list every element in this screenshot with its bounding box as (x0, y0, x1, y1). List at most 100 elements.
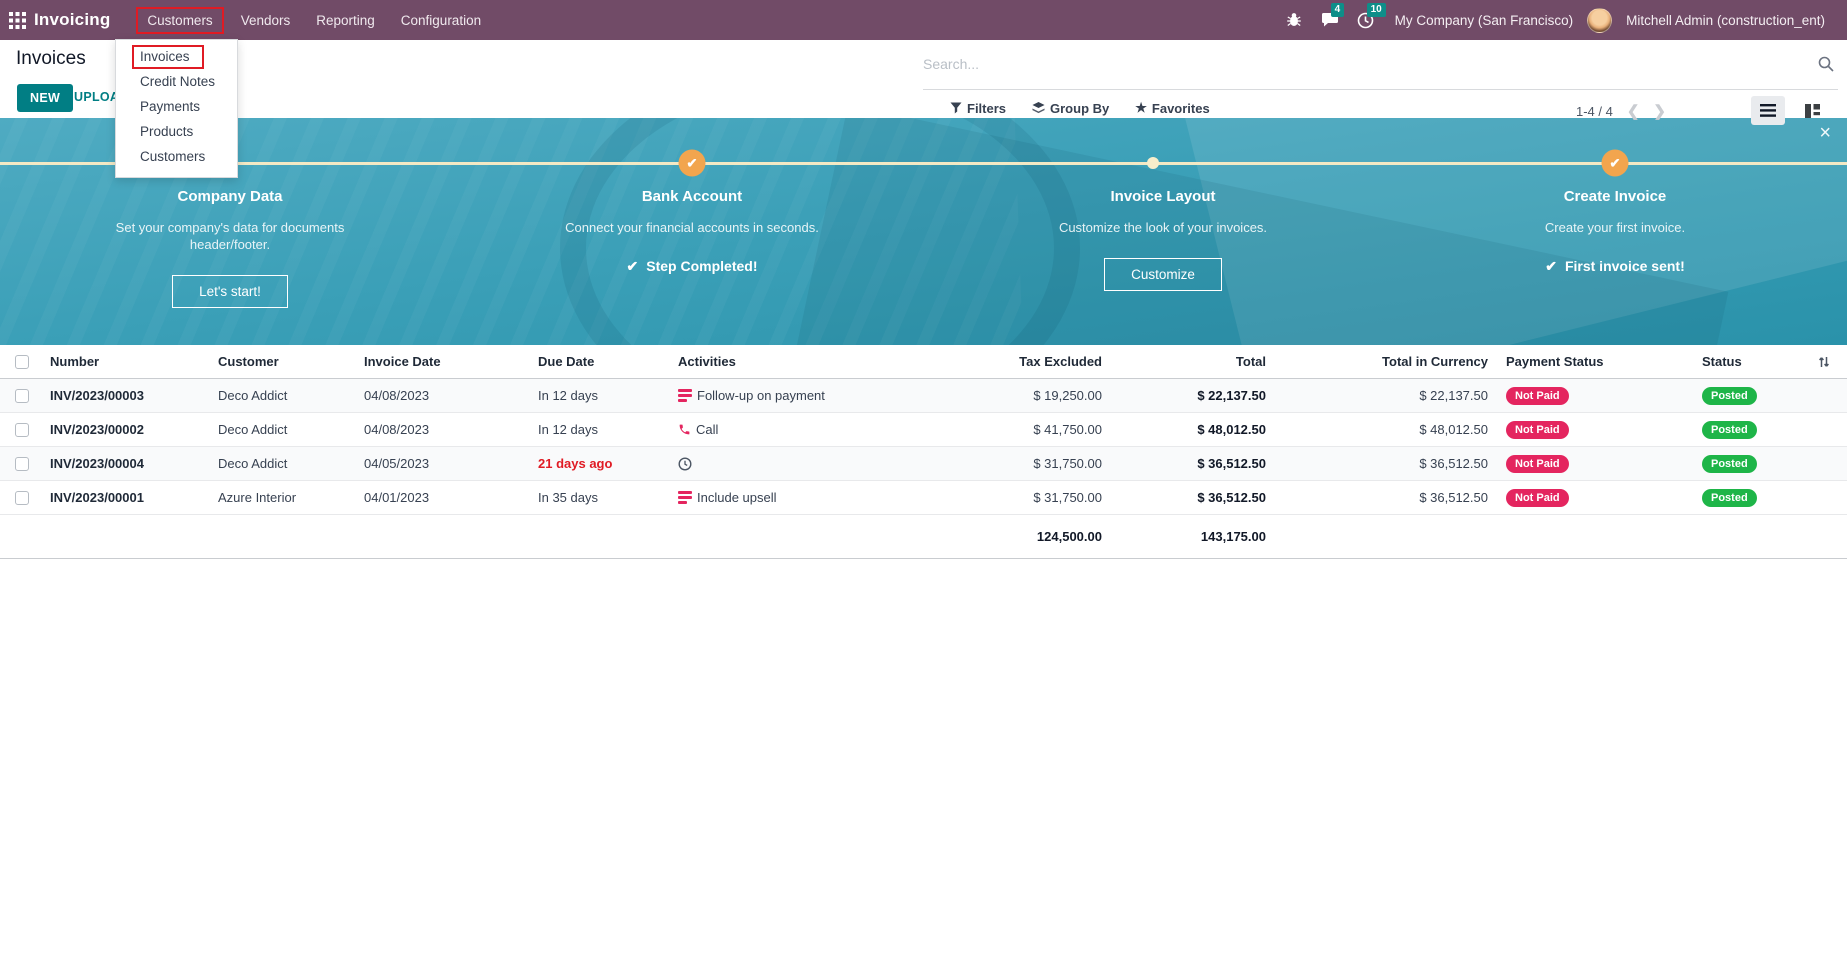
messages-icon[interactable]: 4 (1315, 3, 1345, 35)
kanban-view-button[interactable] (1795, 96, 1829, 125)
status-badge: Posted (1702, 386, 1757, 405)
bug-icon-glyph (1286, 13, 1301, 27)
search-icon-glyph (1818, 56, 1834, 72)
phone-icon[interactable] (678, 423, 691, 436)
clock-activity-icon[interactable] (678, 456, 692, 471)
activity-label[interactable]: Follow-up on payment (697, 388, 825, 403)
company-switcher[interactable]: My Company (San Francisco) (1394, 12, 1574, 28)
invoice-row[interactable]: INV/2023/00001 Azure Interior 04/01/2023… (0, 481, 1847, 515)
lets-start-button[interactable]: Let's start! (172, 275, 288, 308)
first-invoice-sent-text[interactable]: ✔ First invoice sent! (1435, 258, 1795, 275)
invoice-row[interactable]: INV/2023/00004 Deco Addict 04/05/2023 21… (0, 447, 1847, 481)
new-button[interactable]: NEW (17, 84, 74, 112)
activity-list-icon[interactable] (678, 389, 692, 402)
invoice-total-in-currency: $ 36,512.50 (1419, 490, 1488, 505)
page-title: Invoices (16, 48, 86, 69)
invoice-due-date: In 35 days (538, 490, 598, 505)
customize-button[interactable]: Customize (1104, 258, 1222, 291)
step-title: Bank Account (641, 188, 743, 205)
invoice-date: 04/01/2023 (364, 490, 430, 505)
nav-menu-reporting[interactable]: Reporting (316, 12, 375, 28)
menu-item-customers[interactable]: Customers (140, 149, 206, 164)
onboarding-step-company-data: Company Data Set your company's data for… (50, 188, 410, 308)
invoice-customer: Deco Addict (218, 422, 288, 437)
group-by-button[interactable]: Group By (1032, 101, 1109, 116)
menu-item-products[interactable]: Products (140, 124, 194, 139)
user-menu[interactable]: Mitchell Admin (construction_ent) (1626, 12, 1825, 28)
nav-menu-configuration[interactable]: Configuration (400, 12, 482, 28)
invoice-total: $ 48,012.50 (1197, 422, 1266, 437)
invoice-tax-excluded: $ 41,750.00 (1033, 422, 1102, 437)
pager-range: 1-4 / 4 (1575, 103, 1613, 119)
activity-label[interactable]: Call (696, 422, 719, 437)
invoice-customer: Azure Interior (218, 490, 297, 505)
column-header-total-in-currency[interactable]: Total in Currency (1382, 354, 1488, 369)
user-avatar[interactable] (1587, 7, 1613, 33)
select-all-checkbox[interactable] (15, 354, 29, 369)
row-checkbox[interactable] (15, 388, 29, 403)
column-header-payment-status[interactable]: Payment Status (1506, 354, 1604, 369)
onboarding-banner: ✔ ✔ Company Data Set your company's data… (0, 118, 1847, 345)
search-input[interactable] (923, 44, 1783, 84)
total-sum: 143,175.00 (1200, 529, 1266, 544)
star-icon: ★ (1135, 100, 1147, 115)
filters-label: Filters (967, 100, 1007, 116)
column-header-number[interactable]: Number (50, 354, 100, 369)
favorites-label: Favorites (1151, 100, 1210, 116)
activities-badge: 10 (1366, 3, 1386, 17)
list-view-icon (1760, 104, 1776, 117)
payment-status-badge: Not Paid (1506, 420, 1569, 439)
layers-icon (1032, 101, 1045, 113)
messages-badge: 4 (1330, 3, 1345, 17)
search-bar (923, 44, 1838, 90)
pager-next-icon[interactable]: ❯ (1653, 103, 1666, 120)
invoice-number: INV/2023/00002 (50, 422, 144, 437)
column-header-status[interactable]: Status (1702, 354, 1742, 369)
apps-grid-icon[interactable] (0, 0, 34, 40)
row-checkbox[interactable] (15, 490, 29, 505)
row-checkbox[interactable] (15, 456, 29, 471)
invoice-total-in-currency: $ 22,137.50 (1419, 388, 1488, 403)
column-header-total[interactable]: Total (1235, 354, 1266, 369)
column-header-due-date[interactable]: Due Date (538, 354, 595, 369)
list-view-button[interactable] (1751, 96, 1785, 125)
menu-item-invoices[interactable]: Invoices (116, 45, 237, 69)
column-header-tax-excluded[interactable]: Tax Excluded (1019, 354, 1102, 369)
systray: 4 10 My Company (San Francisco) Mitchell… (1279, 3, 1847, 35)
status-badge: Posted (1702, 488, 1757, 507)
step-title: Company Data (177, 188, 283, 205)
group-by-label: Group By (1050, 100, 1110, 116)
step-completed-text[interactable]: ✔ Step Completed! (512, 258, 872, 275)
column-header-activities[interactable]: Activities (678, 354, 736, 369)
nav-menu-customers[interactable]: Customers (136, 6, 224, 34)
upload-button[interactable]: UPLOAD (74, 90, 129, 104)
filters-button[interactable]: Filters (950, 101, 1006, 116)
step-action-label: First invoice sent! (1564, 258, 1685, 274)
check-icon: ✔ (626, 258, 639, 274)
bug-icon[interactable] (1279, 5, 1309, 35)
app-name: Invoicing (34, 10, 111, 29)
row-checkbox[interactable] (15, 422, 29, 437)
invoice-row[interactable]: INV/2023/00003 Deco Addict 04/08/2023 In… (0, 379, 1847, 413)
step-marker-invoice-layout (1147, 157, 1159, 169)
search-icon[interactable] (1818, 56, 1834, 77)
activities-clock-icon[interactable]: 10 (1351, 3, 1386, 35)
column-header-customer[interactable]: Customer (218, 354, 279, 369)
activity-label[interactable]: Include upsell (697, 490, 777, 505)
invoice-number: INV/2023/00003 (50, 388, 144, 403)
menu-item-payments[interactable]: Payments (140, 99, 201, 114)
favorites-button[interactable]: ★ Favorites (1135, 100, 1209, 116)
nav-menu-vendors[interactable]: Vendors (240, 12, 291, 28)
pager-previous-icon[interactable]: ❮ (1626, 103, 1640, 120)
optional-columns-icon[interactable] (1800, 355, 1847, 369)
menu-item-credit-notes[interactable]: Credit Notes (140, 74, 216, 89)
check-icon: ✔ (1609, 155, 1621, 170)
column-header-invoice-date[interactable]: Invoice Date (364, 354, 441, 369)
activity-list-icon[interactable] (678, 491, 692, 504)
totals-row: 124,500.00 143,175.00 (0, 515, 1847, 559)
invoice-total: $ 22,137.50 (1197, 388, 1266, 403)
control-panel: Invoices NEW UPLOAD Filters Group (0, 40, 1847, 125)
invoice-row[interactable]: INV/2023/00002 Deco Addict 04/08/2023 In… (0, 413, 1847, 447)
check-icon: ✔ (1545, 258, 1557, 274)
banner-close-icon[interactable]: × (1819, 122, 1831, 144)
